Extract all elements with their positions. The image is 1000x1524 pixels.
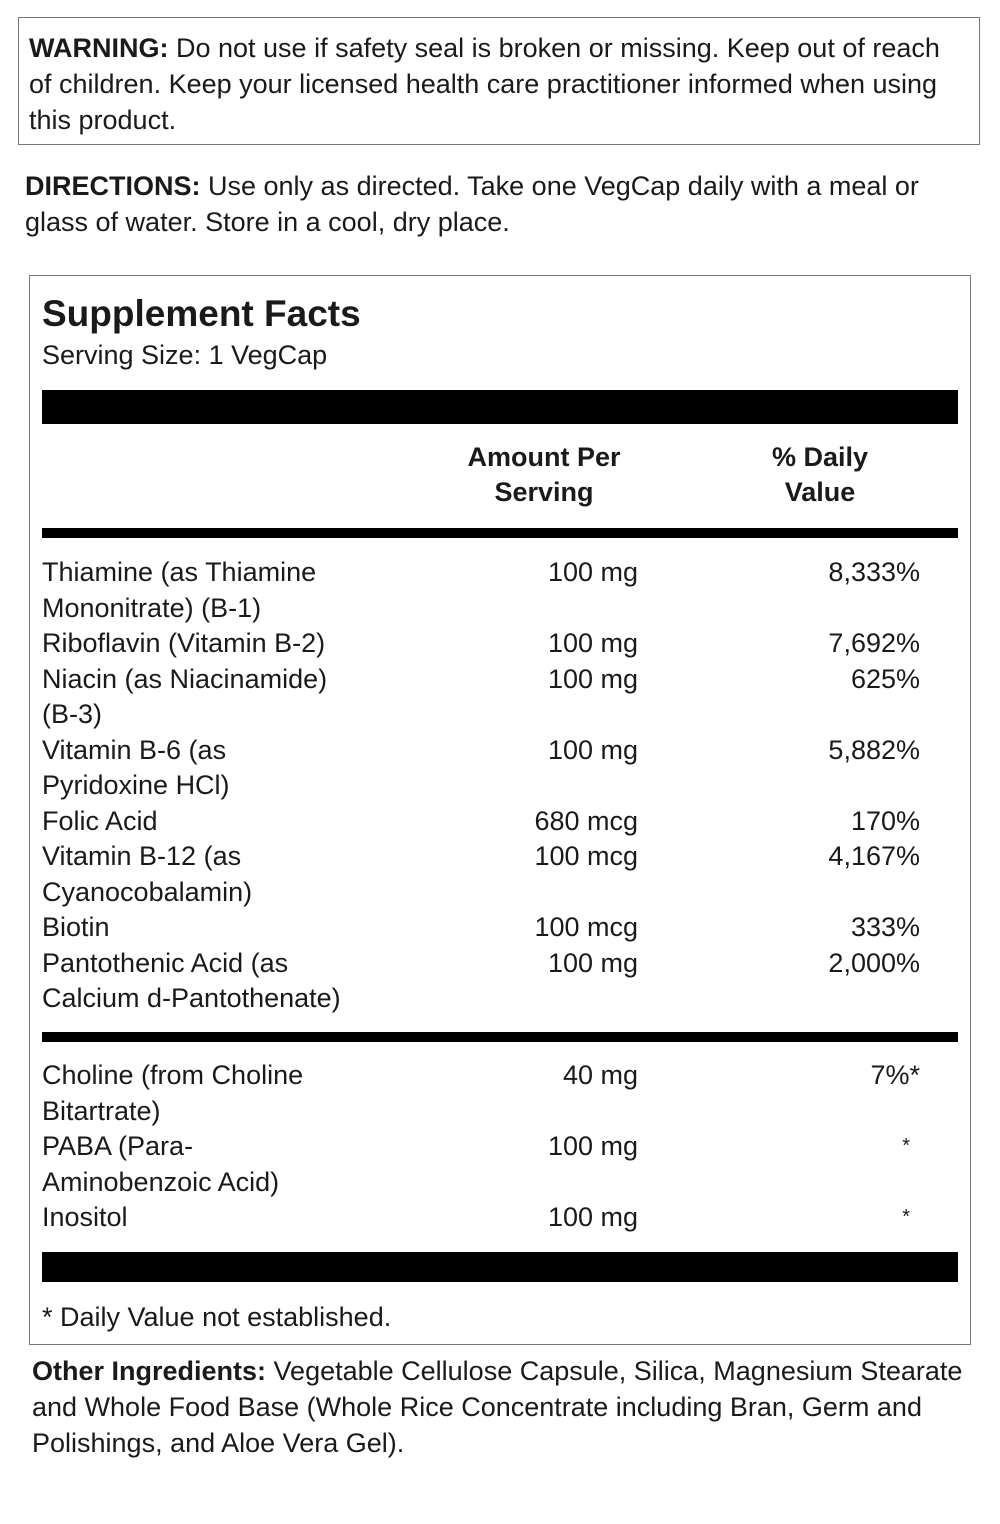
nutrient-daily-value: 170% — [850, 805, 920, 836]
nutrient-name-line: Biotin — [42, 912, 110, 942]
other-ingredients-section: Other Ingredients: Vegetable Cellulose C… — [32, 1353, 972, 1461]
nutrient-name-line: Inositol — [42, 1202, 128, 1232]
nutrient-name-line: Aminobenzoic Acid) — [42, 1166, 280, 1197]
nutrient-name: Riboflavin (Vitamin B-2) — [42, 626, 422, 662]
column-header-amount-line2: Serving — [494, 477, 594, 507]
nutrient-daily-value: * — [902, 1206, 910, 1228]
nutrient-daily-value: 625% — [850, 663, 920, 694]
nutrient-name: Vitamin B-6 (as Pyridoxine HCl) — [42, 733, 422, 804]
nutrient-name: Biotin — [42, 910, 422, 946]
thick-divider-bottom — [42, 1252, 958, 1282]
nutrient-daily-value: 7,692% — [828, 628, 920, 658]
nutrient-name-line: Cyanocobalamin) — [42, 876, 253, 907]
nutrient-name-line: Vitamin B-12 (as — [42, 841, 242, 871]
other-ingredients-label: Other Ingredients: — [32, 1356, 267, 1386]
nutrient-amount: 680 mcg — [534, 805, 638, 836]
nutrient-name: Folic Acid — [42, 804, 422, 840]
medium-divider-header — [42, 528, 958, 538]
nutrient-name: Vitamin B-12 (as Cyanocobalamin) — [42, 839, 422, 910]
warning-text: Do not use if safety seal is broken or m… — [29, 33, 940, 135]
nutrient-daily-value: 7%* — [870, 1060, 920, 1090]
nutrient-name-line: (B-3) — [42, 699, 102, 729]
nutrient-name: Thiamine (as Thiamine Mononitrate) (B-1) — [42, 555, 422, 626]
nutrient-daily-value: 5,882% — [828, 734, 920, 765]
nutrient-amount: 100 mg — [547, 947, 638, 978]
nutrient-name-line: Pyridoxine HCl) — [42, 770, 230, 800]
thick-divider-top — [42, 390, 958, 424]
nutrient-name: PABA (Para- Aminobenzoic Acid) — [42, 1129, 422, 1200]
nutrient-name-line: Bitartrate) — [42, 1095, 161, 1126]
nutrient-name-line: Folic Acid — [42, 805, 158, 836]
nutrient-name: Choline (from Choline Bitartrate) — [42, 1058, 422, 1129]
nutrient-name-line: Niacin (as Niacinamide) — [42, 663, 328, 694]
nutrient-name: Inositol — [42, 1200, 422, 1236]
nutrient-name-line: Riboflavin (Vitamin B-2) — [42, 628, 326, 658]
nutrient-name-line: Calcium d-Pantothenate) — [42, 983, 341, 1013]
column-header-amount: Amount Per Serving — [444, 440, 644, 510]
supplement-facts-panel: Supplement Facts Serving Size: 1 VegCap … — [29, 275, 971, 1345]
nutrient-amount: 100 mg — [547, 734, 638, 765]
nutrient-name-line: Vitamin B-6 (as — [42, 734, 227, 765]
nutrient-name-line: Thiamine (as Thiamine — [42, 557, 317, 587]
serving-size: Serving Size: 1 VegCap — [42, 340, 328, 370]
nutrient-amount: 100 mg — [547, 1131, 638, 1161]
nutrient-amount: 100 mcg — [534, 841, 638, 871]
nutrient-daily-value: * — [902, 1135, 910, 1157]
footnote: * Daily Value not established. — [42, 1302, 392, 1332]
warning-box: WARNING: Do not use if safety seal is br… — [18, 17, 980, 145]
nutrient-name-line: Choline (from Choline — [42, 1060, 304, 1090]
nutrient-name-line: Pantothenic Acid (as — [42, 947, 289, 978]
nutrient-amount: 100 mg — [547, 1202, 638, 1232]
facts-title: Supplement Facts — [42, 293, 361, 334]
nutrient-amount: 100 mg — [547, 557, 638, 587]
column-header-dv-line1: % Daily — [771, 442, 869, 472]
directions-text: Use only as directed. Take one VegCap da… — [25, 171, 919, 237]
nutrient-amount: 100 mg — [547, 663, 638, 694]
directions-label: DIRECTIONS: — [25, 171, 201, 201]
nutrient-name-line: PABA (Para- — [42, 1131, 194, 1161]
nutrient-name-line: Mononitrate) (B-1) — [42, 592, 262, 623]
other-ingredients-text: Vegetable Cellulose Capsule, Silica, Mag… — [32, 1356, 963, 1458]
nutrient-amount: 40 mg — [562, 1060, 638, 1090]
warning-label: WARNING: — [29, 33, 169, 63]
nutrient-daily-value: 2,000% — [828, 947, 920, 978]
nutrient-amount: 100 mg — [547, 628, 638, 658]
nutrient-daily-value: 4,167% — [828, 841, 920, 871]
nutrient-daily-value: 333% — [850, 912, 920, 942]
nutrient-amount: 100 mcg — [534, 912, 638, 942]
medium-divider-middle — [42, 1032, 958, 1042]
directions-section: DIRECTIONS: Use only as directed. Take o… — [25, 168, 975, 240]
column-header-amount-line1: Amount Per — [467, 442, 621, 472]
nutrient-daily-value: 8,333% — [828, 557, 920, 587]
nutrient-name: Pantothenic Acid (as Calcium d-Pantothena… — [42, 946, 422, 1017]
column-header-daily-value: % Daily Value — [730, 440, 910, 510]
column-header-dv-line2: Value — [784, 477, 856, 507]
nutrient-name: Niacin (as Niacinamide) (B-3) — [42, 662, 422, 733]
